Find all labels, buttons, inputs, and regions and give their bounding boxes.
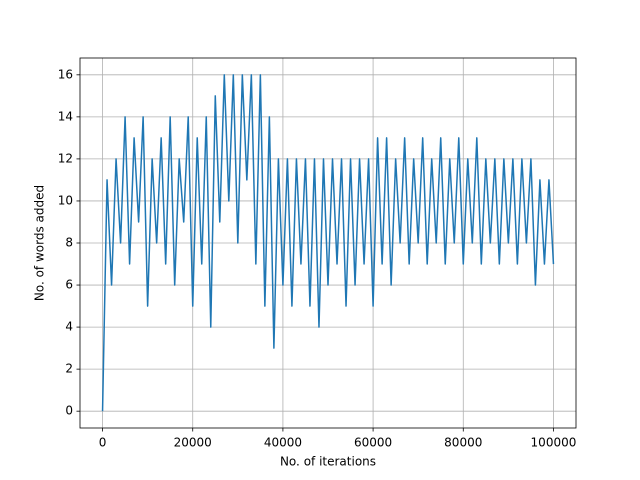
x-tick-label: 60000 (354, 436, 392, 450)
x-axis-label: No. of iterations (280, 455, 376, 469)
x-tick-label: 0 (99, 436, 107, 450)
x-tick-label: 100000 (531, 436, 577, 450)
y-tick-label: 12 (58, 151, 73, 165)
y-tick-label: 16 (58, 67, 73, 81)
y-tick-label: 0 (65, 404, 73, 418)
y-tick-label: 8 (65, 236, 73, 250)
x-tick-label: 20000 (174, 436, 212, 450)
y-tick-label: 4 (65, 320, 73, 334)
y-tick-label: 10 (58, 193, 73, 207)
x-tick-label: 40000 (264, 436, 302, 450)
plot-frame (79, 57, 577, 429)
y-axis-label: No. of words added (33, 185, 47, 301)
y-tick-label: 2 (65, 362, 73, 376)
x-tick-label: 80000 (444, 436, 482, 450)
y-tick-label: 6 (65, 278, 73, 292)
line-series (101, 74, 555, 412)
y-tick-label: 14 (58, 109, 73, 123)
